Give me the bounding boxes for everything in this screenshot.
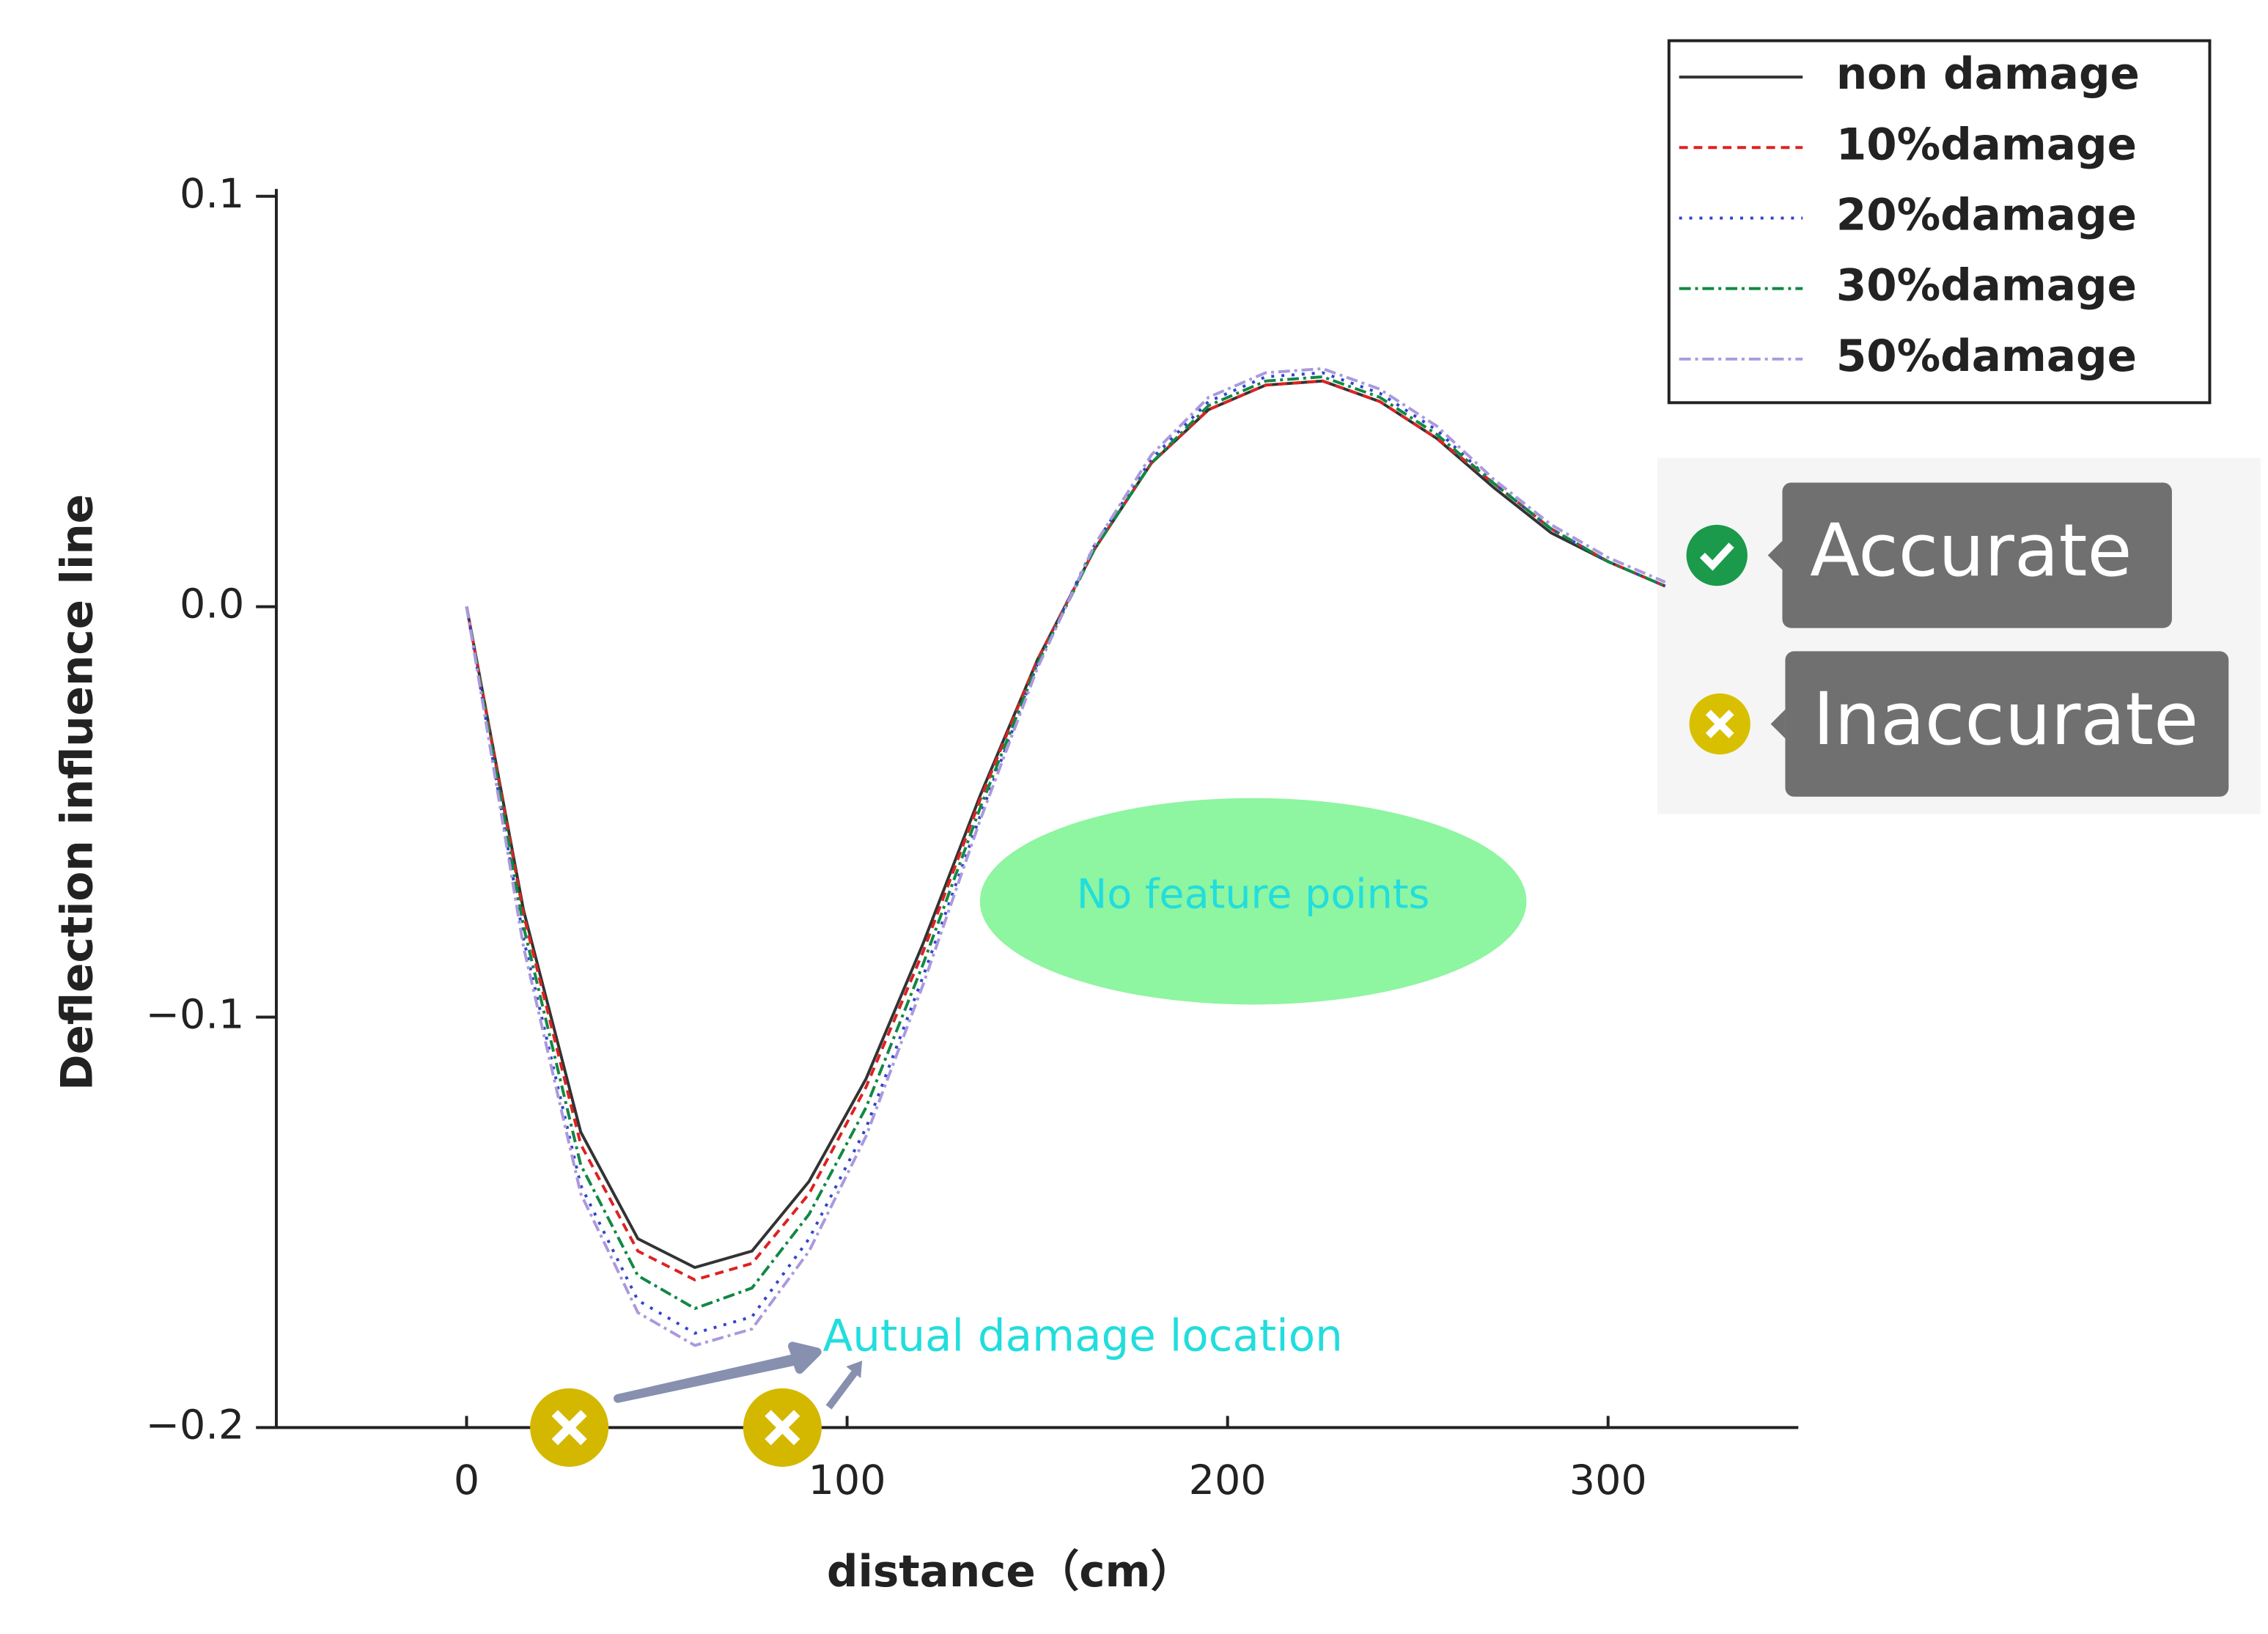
legend-label: 50%damage xyxy=(1836,331,2137,382)
arrow xyxy=(825,1370,858,1410)
accurate-icon xyxy=(1686,524,1748,586)
accurate-label: Accurate xyxy=(1810,509,2132,593)
legend-label: 10%damage xyxy=(1836,119,2137,170)
arrow xyxy=(614,1342,822,1403)
series-line xyxy=(465,367,1666,1347)
x-tick-label: 200 xyxy=(1189,1457,1267,1504)
region xyxy=(979,798,1527,1005)
damage-label: Autual damage location xyxy=(823,1311,1343,1362)
inaccurate-badge xyxy=(1785,651,2229,797)
cross xyxy=(1705,710,1734,738)
pointer xyxy=(1767,540,1783,570)
damage-marker-cross xyxy=(765,1410,800,1446)
inaccurate-label: Inaccurate xyxy=(1813,677,2198,762)
x-tick-label: 0 xyxy=(454,1457,479,1504)
region-label: No feature points xyxy=(1077,871,1430,919)
check xyxy=(1699,542,1734,571)
accurate-badge xyxy=(1782,482,2172,628)
x-axis-label: distance（cm） xyxy=(827,1547,1194,1597)
legend-label: 20%damage xyxy=(1836,191,2137,241)
x-tick-label: 100 xyxy=(809,1457,886,1504)
y-axis-label: Deflection influence line xyxy=(52,494,103,1091)
legend-label: non damage xyxy=(1836,49,2140,100)
x-tick-label: 300 xyxy=(1569,1457,1647,1504)
pointer xyxy=(1770,709,1786,739)
legend-label: 30%damage xyxy=(1836,261,2137,312)
y-tick-label: 0.0 xyxy=(180,581,244,628)
legend xyxy=(1667,39,2212,405)
y-tick-label: −0.1 xyxy=(146,991,245,1039)
y-tick-label: 0.1 xyxy=(180,170,244,218)
y-tick-label: −0.2 xyxy=(146,1402,245,1449)
damage-marker-cross xyxy=(551,1410,587,1446)
